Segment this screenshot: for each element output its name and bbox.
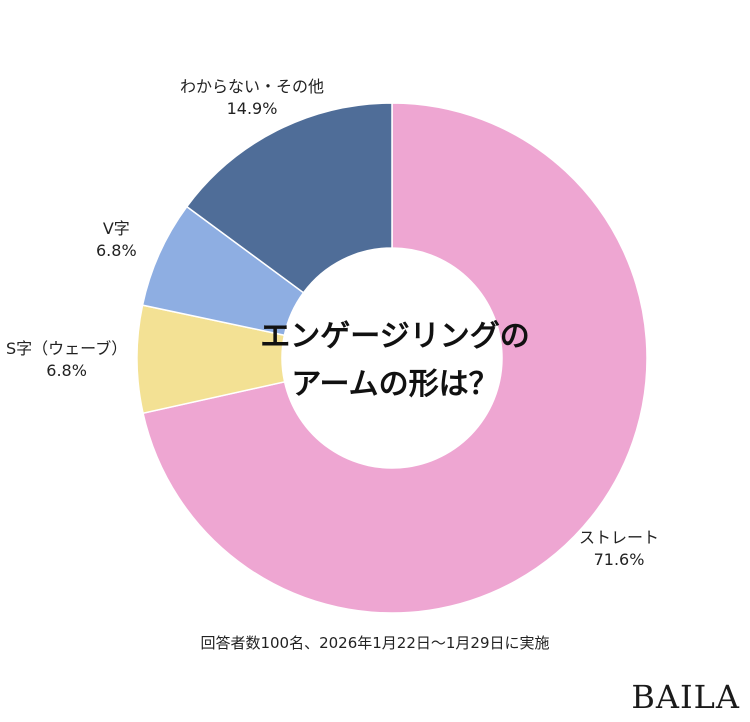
chart-title-line-2: アームの形は？: [291, 367, 499, 402]
slice-straight: [142, 102, 648, 614]
slice-label-s-wave-name: S字（ウェーブ）: [6, 339, 128, 358]
slice-label-other-value: 14.9%: [226, 99, 278, 118]
chart-title-line-1: エンゲージリングの: [260, 319, 530, 354]
slice-other: [185, 102, 393, 294]
slice-label-other: わからない・その他 14.9%: [180, 76, 324, 120]
slice-label-other-name: わからない・その他: [180, 77, 325, 96]
baila-logo: BAILA: [631, 678, 740, 716]
slice-label-s-wave-value: 6.8%: [46, 361, 87, 380]
slice-label-straight-value: 71.6%: [593, 550, 645, 569]
slice-label-v-value: 6.8%: [96, 241, 137, 260]
slice-label-v: V字 6.8%: [96, 218, 137, 262]
slice-label-straight: ストレート 71.6%: [579, 527, 659, 571]
slice-label-v-name: V字: [102, 219, 130, 238]
slice-label-s-wave: S字（ウェーブ） 6.8%: [6, 338, 127, 382]
survey-note: 回答者数100名、2026年1月22日〜1月29日に実施: [200, 634, 550, 652]
slice-label-straight-name: ストレート: [579, 528, 660, 547]
chart-title: エンゲージリングの アームの形は？: [230, 313, 560, 409]
